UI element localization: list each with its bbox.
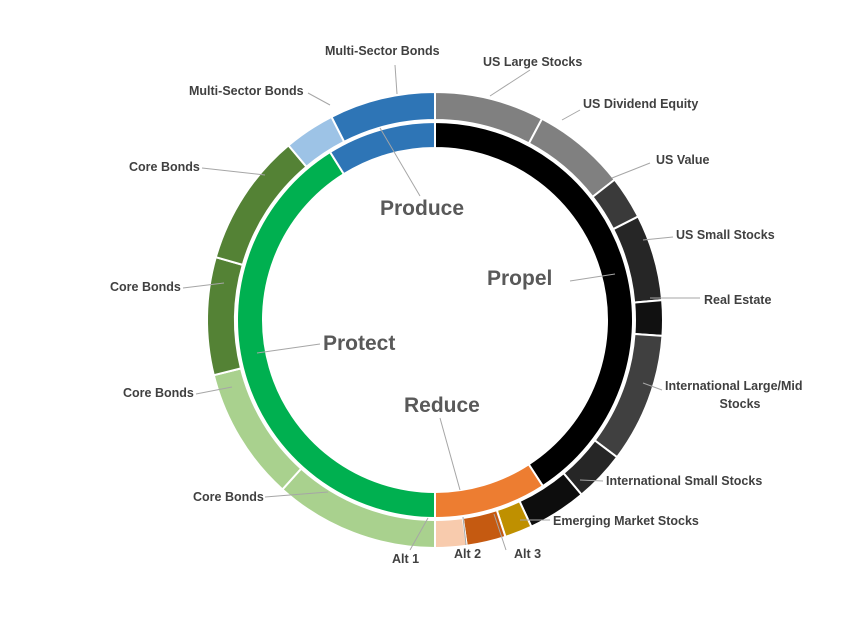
outer-label-core-bonds-13: Core Bonds bbox=[110, 280, 181, 294]
leader-line-outer-6 bbox=[579, 479, 604, 482]
inner-label-protect: Protect bbox=[323, 332, 395, 355]
inner-ring bbox=[236, 120, 634, 520]
leader-lines bbox=[182, 64, 700, 551]
leader-line-outer-12 bbox=[195, 386, 233, 395]
leader-line-outer-2 bbox=[611, 162, 651, 179]
outer-label-alt-1-10: Alt 1 bbox=[392, 552, 419, 566]
outer-label-international-small-stocks-6: International Small Stocks bbox=[606, 474, 762, 488]
leader-line-inner-propel bbox=[569, 273, 616, 282]
leader-line-outer-10 bbox=[409, 517, 429, 551]
outer-label-core-bonds-12: Core Bonds bbox=[123, 386, 194, 400]
outer-label-us-dividend-equity-1: US Dividend Equity bbox=[583, 97, 698, 111]
outer-slice-multi-sector-bonds-16 bbox=[330, 90, 436, 144]
leader-line-inner-protect bbox=[256, 343, 321, 354]
outer-label-us-small-stocks-3: US Small Stocks bbox=[676, 228, 775, 242]
outer-label-international-large-mid-stocks-5-line-0: International Large/Mid bbox=[665, 379, 803, 393]
leader-line-outer-13 bbox=[182, 282, 225, 289]
outer-ring bbox=[206, 90, 664, 550]
outer-label-us-large-stocks-0: US Large Stocks bbox=[483, 55, 582, 69]
outer-label-emerging-market-stocks-7: Emerging Market Stocks bbox=[553, 514, 699, 528]
inner-label-propel: Propel bbox=[487, 267, 552, 290]
leader-line-outer-0 bbox=[489, 69, 531, 97]
outer-label-multi-sector-bonds-15: Multi-Sector Bonds bbox=[189, 84, 304, 98]
outer-label-core-bonds-14: Core Bonds bbox=[129, 160, 200, 174]
outer-label-multi-sector-bonds-16: Multi-Sector Bonds bbox=[325, 44, 440, 58]
outer-label-alt-3-8: Alt 3 bbox=[514, 547, 541, 561]
leader-line-outer-9 bbox=[462, 516, 467, 546]
leader-line-inner-produce bbox=[379, 127, 421, 197]
outer-label-us-value-2: US Value bbox=[656, 153, 710, 167]
leader-line-outer-14 bbox=[201, 167, 266, 176]
outer-slice-real-estate-4 bbox=[633, 299, 664, 337]
leader-line-outer-8 bbox=[493, 513, 507, 551]
inner-label-produce: Produce bbox=[380, 197, 464, 220]
outer-label-international-large-mid-stocks-5-line-1: Stocks bbox=[720, 397, 761, 411]
outer-label-real-estate-4: Real Estate bbox=[704, 293, 771, 307]
leader-line-outer-1 bbox=[561, 109, 581, 121]
inner-label-reduce: Reduce bbox=[404, 394, 480, 417]
leader-line-outer-15 bbox=[307, 92, 331, 106]
outer-label-alt-2-9: Alt 2 bbox=[454, 547, 481, 561]
leader-line-outer-5 bbox=[642, 382, 663, 391]
leader-line-outer-3 bbox=[642, 236, 674, 241]
leader-line-outer-16 bbox=[394, 64, 398, 95]
inner-slice-produce bbox=[328, 120, 436, 176]
labels: US Large Stocks US Dividend Equity US Valu… bbox=[110, 44, 803, 566]
outer-label-core-bonds-11: Core Bonds bbox=[193, 490, 264, 504]
leader-line-inner-reduce bbox=[439, 417, 461, 491]
leader-line-outer-11 bbox=[264, 491, 329, 498]
outer-slice-alt-1-10 bbox=[434, 516, 468, 550]
